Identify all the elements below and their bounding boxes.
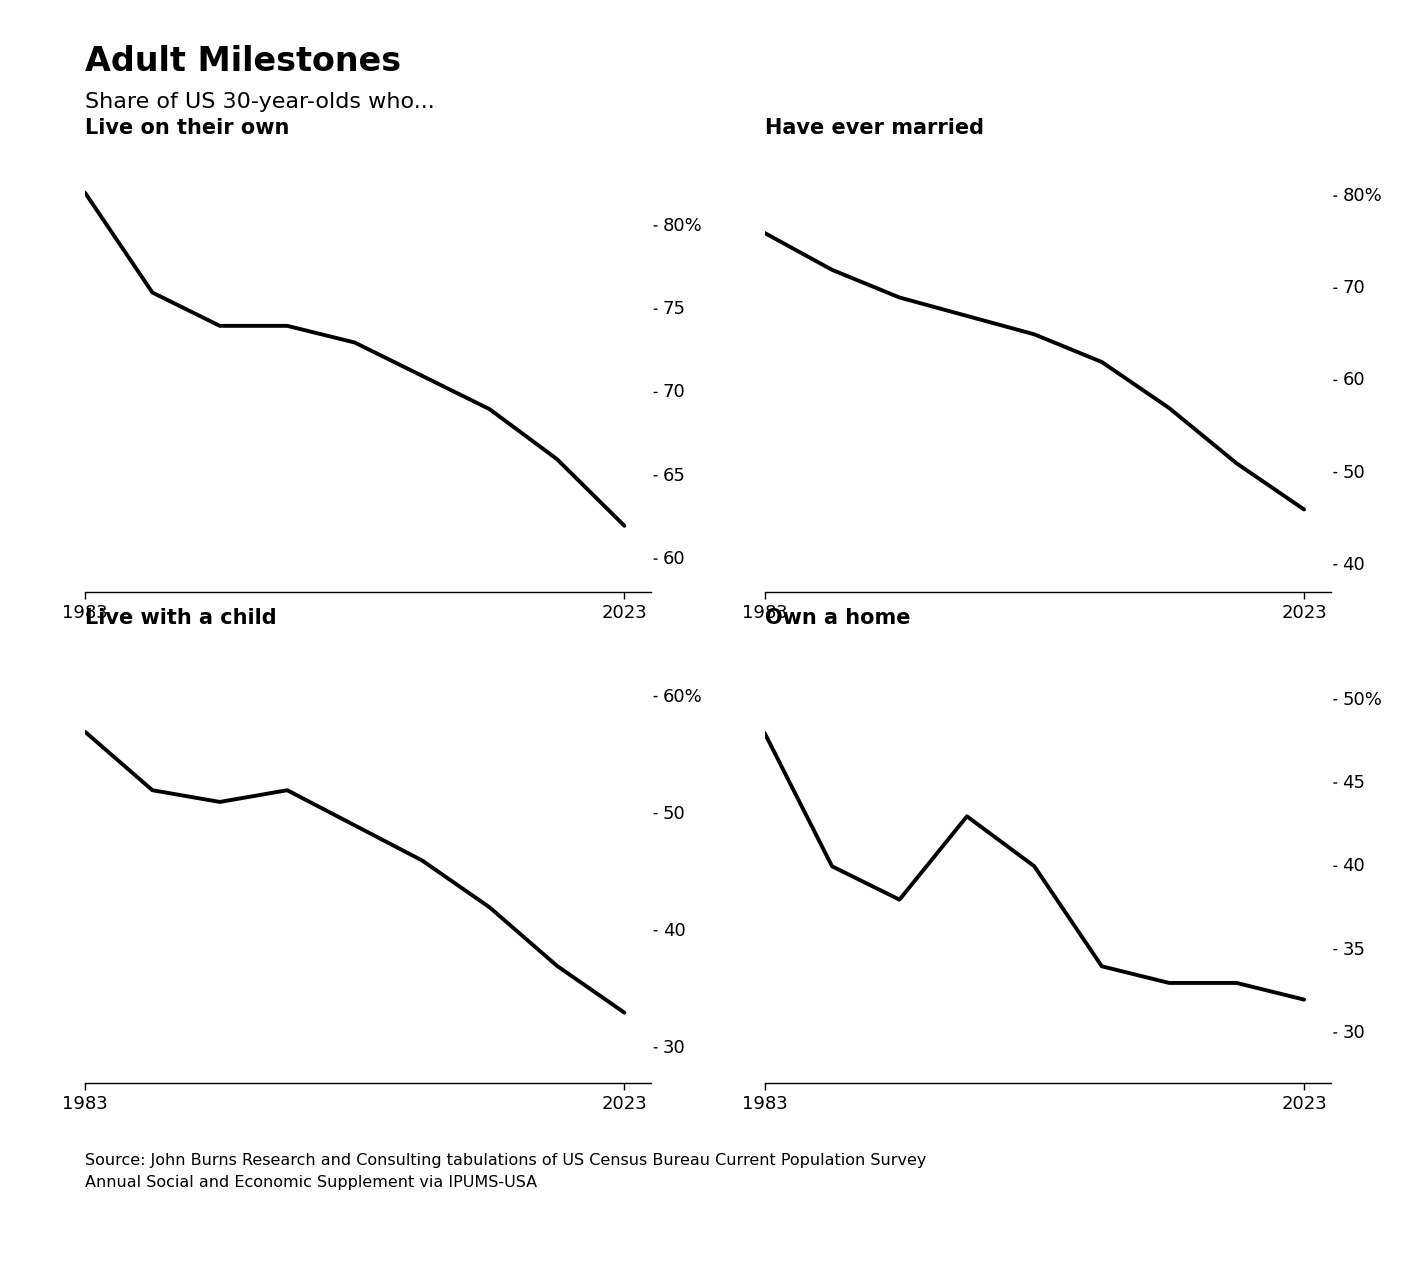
Text: 50: 50: [1342, 464, 1365, 482]
Text: 40: 40: [663, 921, 685, 940]
Text: 75: 75: [663, 301, 685, 318]
Text: Adult Milestones: Adult Milestones: [85, 45, 401, 78]
Text: 50%: 50%: [1342, 691, 1382, 708]
Text: Live with a child: Live with a child: [85, 608, 276, 628]
Text: 60: 60: [663, 550, 685, 568]
Text: 30: 30: [663, 1038, 685, 1056]
Text: 80%: 80%: [663, 217, 702, 234]
Text: Share of US 30-year-olds who...: Share of US 30-year-olds who...: [85, 92, 435, 112]
Text: 60: 60: [1342, 372, 1365, 390]
Text: 80%: 80%: [1342, 187, 1382, 205]
Text: Have ever married: Have ever married: [765, 117, 984, 138]
Text: 40: 40: [1342, 857, 1365, 875]
Text: 45: 45: [1342, 775, 1365, 792]
Text: 40: 40: [1342, 555, 1365, 573]
Text: 60%: 60%: [663, 688, 702, 706]
Text: 30: 30: [1342, 1024, 1365, 1042]
Text: Own a home: Own a home: [765, 608, 910, 628]
Text: Source: John Burns Research and Consulting tabulations of US Census Bureau Curre: Source: John Burns Research and Consulti…: [85, 1153, 926, 1190]
Text: 70: 70: [1342, 279, 1365, 297]
Text: 65: 65: [663, 466, 685, 485]
Text: Live on their own: Live on their own: [85, 117, 289, 138]
Text: 50: 50: [663, 805, 685, 823]
Text: 70: 70: [663, 383, 685, 401]
Text: 35: 35: [1342, 940, 1365, 958]
